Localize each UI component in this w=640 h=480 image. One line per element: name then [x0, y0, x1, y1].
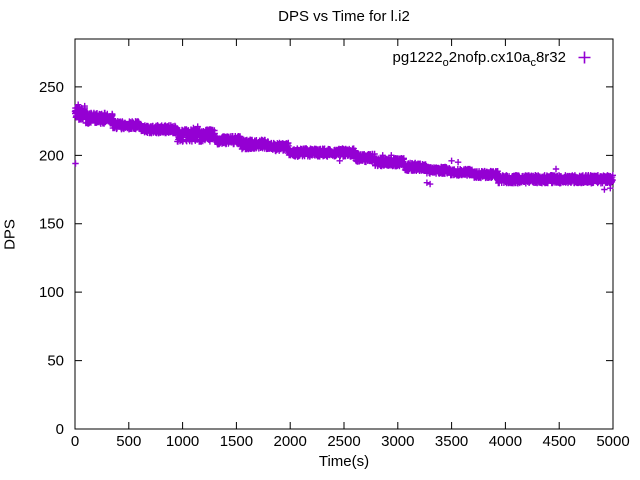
y-tick-label: 200: [39, 147, 64, 164]
y-tick-label: 0: [56, 421, 64, 438]
x-axis-label: Time(s): [318, 453, 370, 470]
x-tick-label: 0: [71, 433, 79, 450]
x-tick-label: 4000: [489, 433, 522, 450]
x-tick-label: 5000: [596, 433, 629, 450]
legend: pg1222o2nofp.cx10ac8r32: [392, 47, 592, 69]
legend-series-label: pg1222o2nofp.cx10ac8r32: [392, 48, 566, 69]
y-tick-label: 250: [39, 79, 64, 96]
legend-plus-marker-icon: [578, 51, 591, 63]
legend-label-subscript: c: [530, 56, 536, 69]
x-tick-label: 3500: [435, 433, 468, 450]
y-tick-label: 50: [47, 353, 64, 370]
legend-label-subscript: o: [442, 56, 449, 69]
legend-label-text: 2nofp.cx10a: [448, 48, 531, 66]
y-tick-label: 100: [39, 284, 64, 301]
axis-ticks: [74, 39, 614, 430]
x-tick-label: 2000: [274, 433, 307, 450]
x-tick-label: 1000: [166, 433, 199, 450]
y-tick-label: 150: [39, 216, 64, 233]
legend-label-text: pg1222: [392, 48, 443, 66]
legend-label-text: 8r32: [535, 48, 566, 66]
x-tick-label: 500: [116, 433, 141, 450]
x-tick-label: 1500: [220, 433, 253, 450]
data-points-series: [71, 101, 616, 193]
y-axis-label: DPS: [1, 219, 19, 250]
x-tick-label: 2500: [327, 433, 360, 450]
x-tick-label: 3000: [381, 433, 414, 450]
plot-border: [74, 38, 614, 430]
chart-title: DPS vs Time for l.i2: [278, 8, 410, 25]
x-tick-label: 4500: [543, 433, 576, 450]
